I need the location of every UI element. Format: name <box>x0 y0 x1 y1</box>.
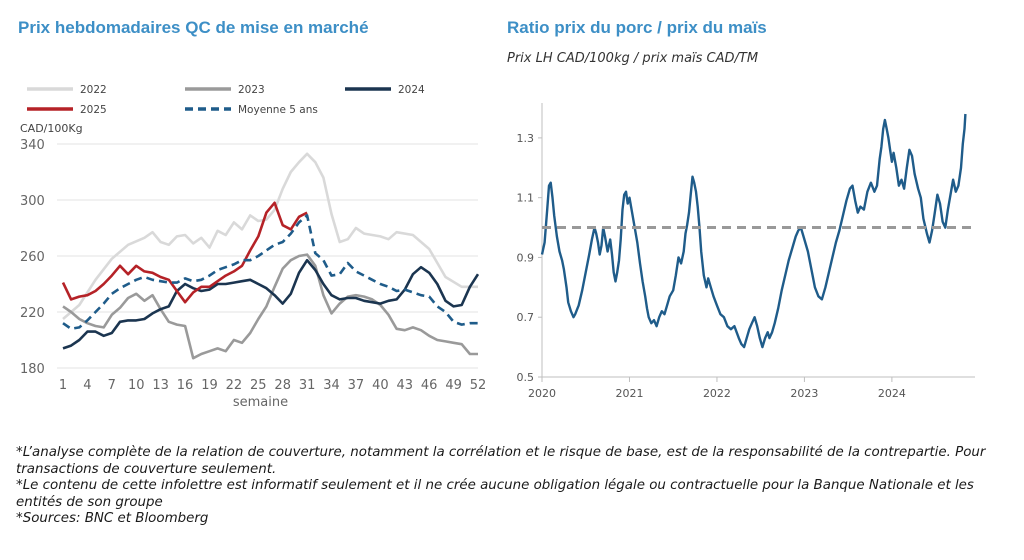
y-tick-label: 300 <box>20 194 45 209</box>
x-tick-label: 2020 <box>528 387 556 400</box>
footnote-hedging: *L’analyse complète de la relation de co… <box>16 445 986 477</box>
y-axis-label: CAD/100Kg <box>20 122 83 135</box>
y-tick-label: 0.9 <box>517 251 535 264</box>
legend-label: Moyenne 5 ans <box>238 104 318 116</box>
x-tick-label: 25 <box>250 378 267 393</box>
y-tick-label: 220 <box>20 306 45 321</box>
left-chart: 2022 2023 2024 2025 Moyenne 5 ans CAD/100Kg 18… <box>20 84 487 410</box>
right-chart-title: Ratio prix du porc / prix du maïs <box>507 18 767 37</box>
y-tick-label: 1.1 <box>517 192 535 205</box>
footnote-disclaimer: *Le contenu de cette infolettre est info… <box>16 478 974 510</box>
x-tick-label: 16 <box>177 378 194 393</box>
y-tick-label: 180 <box>20 362 45 377</box>
y-tick-label: 0.5 <box>517 371 535 384</box>
legend-label: 2025 <box>80 104 107 116</box>
y-tick-label: 0.7 <box>517 311 535 324</box>
legend-label: 2023 <box>238 84 265 96</box>
right-chart-subtitle: Prix LH CAD/100kg / prix maïs CAD/TM <box>507 51 759 66</box>
footnotes: *L’analyse complète de la relation de co… <box>16 445 1006 528</box>
x-tick-label: 2024 <box>878 387 906 400</box>
x-tick-label: 34 <box>323 378 340 393</box>
series-line-2025 <box>61 201 308 304</box>
x-tick-label: 43 <box>396 378 413 393</box>
x-tick-label: 2022 <box>703 387 731 400</box>
y-tick-label: 1.3 <box>517 132 535 145</box>
y-tick-label: 260 <box>20 250 45 265</box>
ratio-line <box>540 113 967 349</box>
x-axis-label: semaine <box>233 395 288 410</box>
x-tick-label: 4 <box>83 378 91 393</box>
x-tick-label: 13 <box>152 378 169 393</box>
series-line-2023 <box>62 253 478 360</box>
legend-label: 2024 <box>398 84 425 96</box>
x-tick-label: 40 <box>372 378 389 393</box>
x-tick-label: 7 <box>108 378 116 393</box>
x-tick-label: 2021 <box>615 387 643 400</box>
x-tick-label: 1 <box>59 378 67 393</box>
x-tick-label: 37 <box>348 378 365 393</box>
x-tick-label: 46 <box>421 378 438 393</box>
x-tick-label: 10 <box>128 378 145 393</box>
x-tick-label: 19 <box>201 378 218 393</box>
x-tick-label: 22 <box>226 378 243 393</box>
y-tick-label: 340 <box>20 138 45 153</box>
x-tick-label: 28 <box>274 378 291 393</box>
series-line-2022 <box>62 152 478 320</box>
x-tick-label: 31 <box>299 378 316 393</box>
x-tick-label: 49 <box>445 378 462 393</box>
footnote-sources: *Sources: BNC et Bloomberg <box>16 511 209 527</box>
x-tick-label: 2023 <box>790 387 818 400</box>
left-chart-title: Prix hebdomadaires QC de mise en marché <box>18 18 369 37</box>
right-chart: 0.5 0.7 0.9 1.1 1.3 2020 2021 2022 2023 2024 <box>517 103 975 400</box>
series-line-moyenne-5-ans <box>62 214 478 331</box>
x-tick-label: 52 <box>470 378 487 393</box>
legend-label: 2022 <box>80 84 107 96</box>
series-line-2024 <box>62 258 480 350</box>
